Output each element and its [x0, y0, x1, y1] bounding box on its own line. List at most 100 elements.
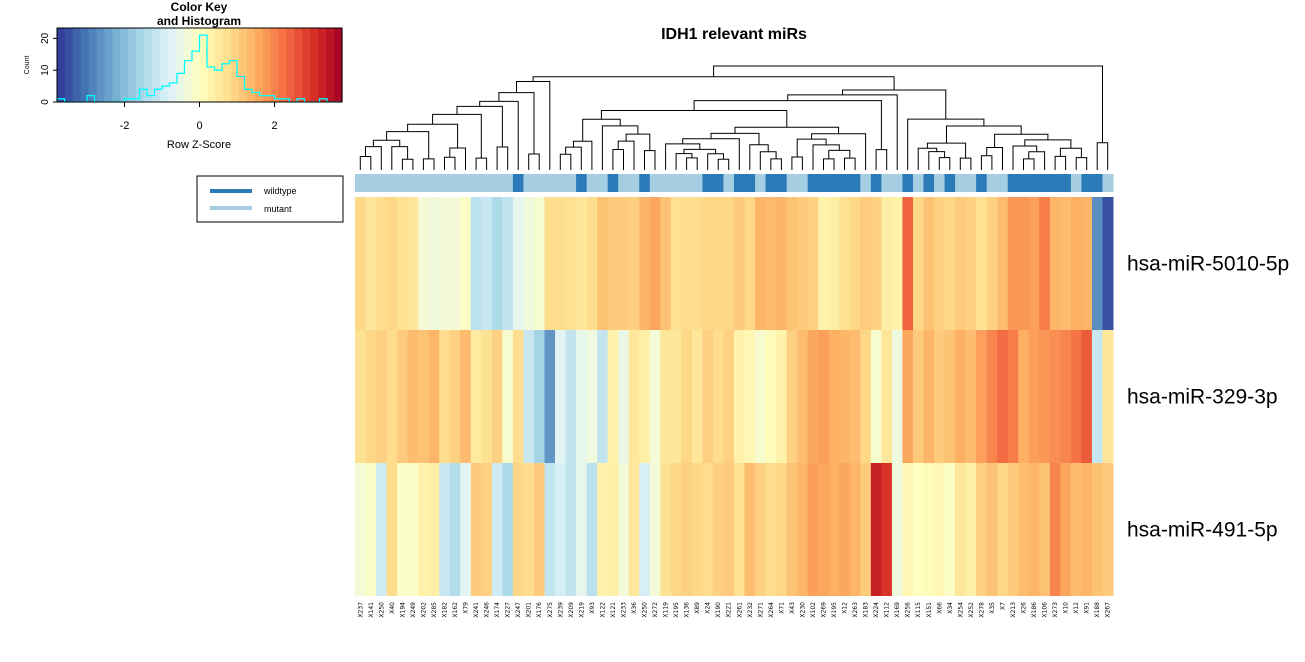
- column-label: X7: [999, 602, 1006, 610]
- column-label: X12: [842, 602, 849, 614]
- side-color-cell: [491, 174, 503, 192]
- heatmap-cell: [860, 463, 872, 596]
- dendrogram-branch: [770, 158, 782, 170]
- heatmap-cell: [712, 197, 724, 330]
- side-color-cell: [681, 174, 693, 192]
- heatmap-cell: [1070, 197, 1082, 330]
- side-color-cell: [849, 174, 861, 192]
- heatmap-cell: [1091, 197, 1103, 330]
- heatmap-cell: [923, 197, 935, 330]
- heatmap-cell: [449, 463, 461, 596]
- heatmap-cell: [660, 197, 672, 330]
- side-color-cell: [1039, 174, 1051, 192]
- heatmap-cell: [807, 197, 819, 330]
- column-label: X271: [757, 602, 764, 618]
- heatmap-cell: [955, 330, 967, 463]
- heatmap-cell: [1070, 463, 1082, 596]
- heatmap-cell: [849, 197, 861, 330]
- side-color-cell: [418, 174, 430, 192]
- color-key-swatch: [175, 28, 185, 102]
- heatmap-cell: [618, 330, 630, 463]
- heatmap-cell: [355, 463, 367, 596]
- color-key-x-tick-label: 0: [196, 120, 202, 132]
- heatmap-cell: [1028, 330, 1040, 463]
- side-color-cell: [407, 174, 419, 192]
- dendrogram-branch: [787, 94, 898, 170]
- heatmap-cell: [755, 463, 767, 596]
- heatmap-cell: [723, 197, 735, 330]
- heatmap-cell: [934, 197, 946, 330]
- dendrogram-branch: [683, 148, 717, 154]
- dendrogram-branch: [693, 100, 882, 150]
- heatmap-cell: [355, 197, 367, 330]
- side-color-cell: [723, 174, 735, 192]
- heatmap-cell: [649, 463, 661, 596]
- heatmap-cells: [355, 197, 1114, 596]
- column-label: X278: [978, 602, 985, 618]
- heatmap-cell: [670, 463, 682, 596]
- dendrogram-branch: [812, 144, 840, 170]
- column-label: X261: [736, 602, 743, 618]
- side-color-cell: [944, 174, 956, 192]
- column-label: X202: [420, 602, 427, 618]
- dendrogram-branch: [1096, 142, 1109, 170]
- heatmap-cell: [723, 463, 735, 596]
- column-label: X112: [884, 602, 891, 618]
- heatmap-cell: [923, 330, 935, 463]
- heatmap-cell: [1007, 197, 1019, 330]
- color-key-swatch: [310, 28, 319, 102]
- heatmap-cell: [881, 463, 893, 596]
- column-labels: X237 X141 X250 X40 X194 X249 X202 X285 X182 X162 X…: [357, 602, 1111, 618]
- color-key-swatch: [159, 28, 169, 102]
- dendrogram-branch: [675, 153, 693, 170]
- heatmap-cell: [1060, 197, 1072, 330]
- dendrogram-branch: [980, 155, 993, 170]
- column-label: X34: [947, 602, 954, 614]
- heatmap-cell: [565, 463, 577, 596]
- heatmap-cell: [628, 330, 640, 463]
- heatmap-cell: [986, 330, 998, 463]
- heatmap-cell: [965, 463, 977, 596]
- color-key-swatch: [334, 28, 343, 102]
- color-key-swatch: [262, 28, 272, 102]
- heatmap-cell: [723, 330, 735, 463]
- column-label: X254: [957, 602, 964, 618]
- side-color-cell: [512, 174, 524, 192]
- side-color-cell: [776, 174, 788, 192]
- heatmap-cell: [828, 197, 840, 330]
- heatmap-cell: [712, 330, 724, 463]
- column-label: X227: [505, 602, 512, 618]
- heatmap-cell: [649, 197, 661, 330]
- column-label: X272: [652, 602, 659, 618]
- heatmap-cell: [502, 463, 514, 596]
- dendrogram-branch: [449, 147, 466, 170]
- column-label: X201: [526, 602, 533, 618]
- column-label: X249: [410, 602, 417, 618]
- column-label: X43: [789, 602, 796, 614]
- heatmap-cell: [491, 330, 503, 463]
- heatmap-cell: [986, 463, 998, 596]
- heatmap-cell: [1060, 463, 1072, 596]
- color-key-swatch: [318, 28, 327, 102]
- heatmap-cell: [912, 197, 924, 330]
- side-color-cell: [449, 174, 461, 192]
- heatmap-cell: [597, 330, 609, 463]
- dendrogram-branch: [759, 151, 777, 170]
- heatmap-cell: [744, 463, 756, 596]
- heatmap-cell: [1070, 330, 1082, 463]
- heatmap-cell: [1028, 197, 1040, 330]
- column-label: X269: [820, 602, 827, 618]
- side-color-cell: [702, 174, 714, 192]
- dendrogram-branch: [1012, 145, 1038, 170]
- heatmap-cell: [1081, 463, 1093, 596]
- heatmap-cell: [1018, 197, 1030, 330]
- side-color-cell: [376, 174, 388, 192]
- heatmap-cell: [607, 463, 619, 596]
- heatmap-cell: [523, 330, 535, 463]
- side-color-cell: [986, 174, 998, 192]
- heatmap-cell: [997, 463, 1009, 596]
- row-labels: hsa-miR-5010-5p hsa-miR-329-3p hsa-miR-491…: [1127, 253, 1289, 542]
- side-color-cell: [670, 174, 682, 192]
- column-label: X241: [473, 602, 480, 618]
- color-key-y-tick-label: 10: [40, 64, 51, 76]
